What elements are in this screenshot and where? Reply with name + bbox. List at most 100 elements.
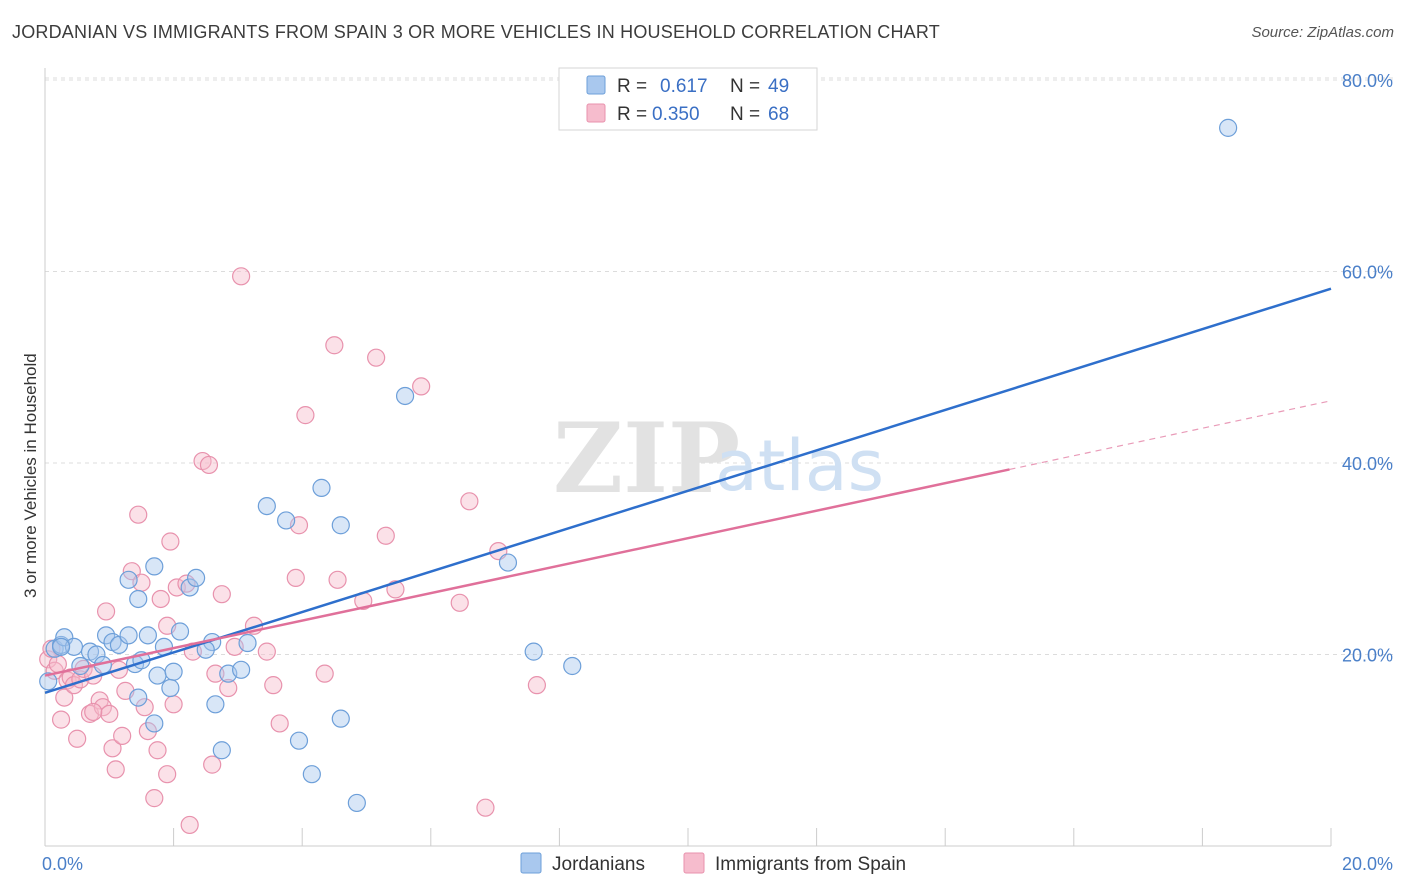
point-jordanians-48 [1219, 118, 1238, 137]
legend-n-value-1: 49 [768, 76, 789, 97]
point-jordanians-33 [277, 511, 296, 530]
point-jordanians-32 [257, 496, 276, 516]
legend-r-label-1: R = [617, 76, 647, 97]
point-jordanians-35 [302, 765, 321, 784]
point-jordanians-7 [87, 645, 106, 664]
point-jordanians-37 [331, 516, 350, 535]
point-spain-40 [212, 585, 231, 604]
point-spain-18 [103, 739, 122, 758]
trend-lines [44, 287, 1332, 694]
x-tick-labels: 0.0% 20.0% [42, 854, 1393, 874]
point-spain-4 [51, 710, 71, 729]
bottom-legend-immigrants-from-spain: Immigrants from Spain [715, 854, 906, 875]
y-tick-labels: 20.0% 40.0% 60.0% 80.0% [1342, 71, 1393, 666]
point-jordanians-36 [312, 478, 331, 497]
point-spain-33 [164, 695, 183, 714]
x-tick-label-max: 20.0% [1342, 854, 1393, 874]
point-spain-61 [476, 798, 495, 817]
point-spain-29 [148, 741, 167, 760]
point-spain-5 [55, 688, 74, 707]
point-spain-0 [39, 650, 58, 669]
legend-n-label-1: N = [730, 76, 760, 97]
point-spain-17 [100, 704, 119, 723]
trend-line-immigrants-from-spain-extension [1009, 400, 1332, 471]
point-spain-30 [151, 589, 170, 609]
y-tick-label-60: 60.0% [1342, 263, 1393, 283]
point-spain-56 [376, 526, 395, 545]
point-jordanians-34 [289, 731, 309, 750]
trend-line-jordanians [44, 287, 1332, 694]
legend-n-value-2: 68 [768, 104, 789, 125]
point-spain-26 [135, 698, 154, 717]
point-jordanians-16 [119, 570, 138, 589]
point-spain-64 [180, 815, 199, 835]
point-jordanians-12 [119, 626, 138, 645]
point-jordanians-24 [180, 578, 199, 597]
bottom-legend-swatch-jordanians [520, 852, 542, 874]
series-immigrants-from-spain-points [39, 267, 546, 835]
point-spain-16 [96, 602, 116, 621]
chart-title: JORDANIAN VS IMMIGRANTS FROM SPAIN 3 OR … [12, 22, 940, 42]
point-spain-65 [158, 765, 177, 784]
bottom-legend-jordanians: Jordanians [552, 854, 645, 875]
point-spain-59 [450, 593, 469, 612]
legend-r-value-1: 0.617 [660, 76, 708, 97]
point-jordanians-17 [129, 589, 148, 609]
point-jordanians-46 [145, 714, 164, 733]
source-label: Source: ZipAtlas.com [1251, 24, 1394, 41]
point-jordanians-40 [395, 386, 415, 406]
point-jordanians-22 [164, 662, 183, 681]
bottom-legend-swatch-immigrants-from-spain [683, 852, 705, 874]
point-spain-50 [296, 406, 315, 425]
point-jordanians-30 [232, 660, 251, 679]
point-jordanians-23 [170, 622, 190, 641]
y-tick-label-80: 80.0% [1342, 71, 1393, 91]
point-jordanians-25 [187, 568, 206, 588]
point-spain-63 [527, 676, 546, 695]
point-spain-45 [257, 642, 276, 661]
bottom-legend: Jordanians Immigrants from Spain [520, 852, 906, 875]
point-spain-67 [203, 755, 222, 774]
point-spain-48 [286, 568, 305, 588]
point-spain-66 [84, 702, 103, 722]
legend-r-label-2: R = [617, 104, 647, 125]
point-spain-21 [113, 726, 132, 745]
point-spain-58 [412, 377, 431, 396]
point-spain-34 [167, 578, 186, 597]
legend-swatch-jordanians [586, 75, 606, 95]
point-spain-51 [315, 664, 334, 683]
point-jordanians-9 [96, 626, 116, 645]
point-jordanians-41 [498, 553, 518, 572]
point-jordanians-39 [347, 793, 366, 813]
point-spain-3 [48, 654, 67, 674]
legend-n-label-2: N = [730, 104, 760, 125]
y-tick-label-20: 20.0% [1342, 646, 1393, 666]
point-jordanians-21 [161, 678, 180, 698]
point-jordanians-28 [212, 741, 231, 760]
legend-swatch-immigrants-from-spain [586, 103, 606, 123]
point-spain-52 [325, 336, 344, 355]
watermark: ZIP atlas [553, 402, 884, 515]
point-spain-60 [460, 492, 479, 511]
point-spain-53 [328, 570, 347, 589]
point-jordanians-3 [55, 628, 74, 647]
point-jordanians-43 [563, 656, 582, 676]
y-tick-label-40: 40.0% [1342, 454, 1393, 474]
point-spain-43 [232, 267, 251, 286]
series-jordanians-points [39, 118, 1238, 813]
point-spain-15 [93, 698, 112, 717]
y-axis-label: 3 or more Vehicles in Household [21, 353, 40, 598]
point-spain-32 [161, 532, 180, 551]
top-legend: R = 0.617 N = 49 R = 0.350 N = 68 [558, 67, 818, 131]
trend-line-immigrants-from-spain [44, 468, 1010, 677]
point-spain-24 [129, 505, 148, 524]
point-jordanians-19 [148, 666, 167, 685]
x-tick-label-min: 0.0% [42, 854, 83, 874]
point-jordanians-31 [238, 633, 257, 653]
point-spain-46 [264, 676, 283, 695]
point-jordanians-11 [109, 635, 129, 655]
point-jordanians-0 [39, 672, 58, 691]
point-jordanians-18 [145, 557, 164, 576]
